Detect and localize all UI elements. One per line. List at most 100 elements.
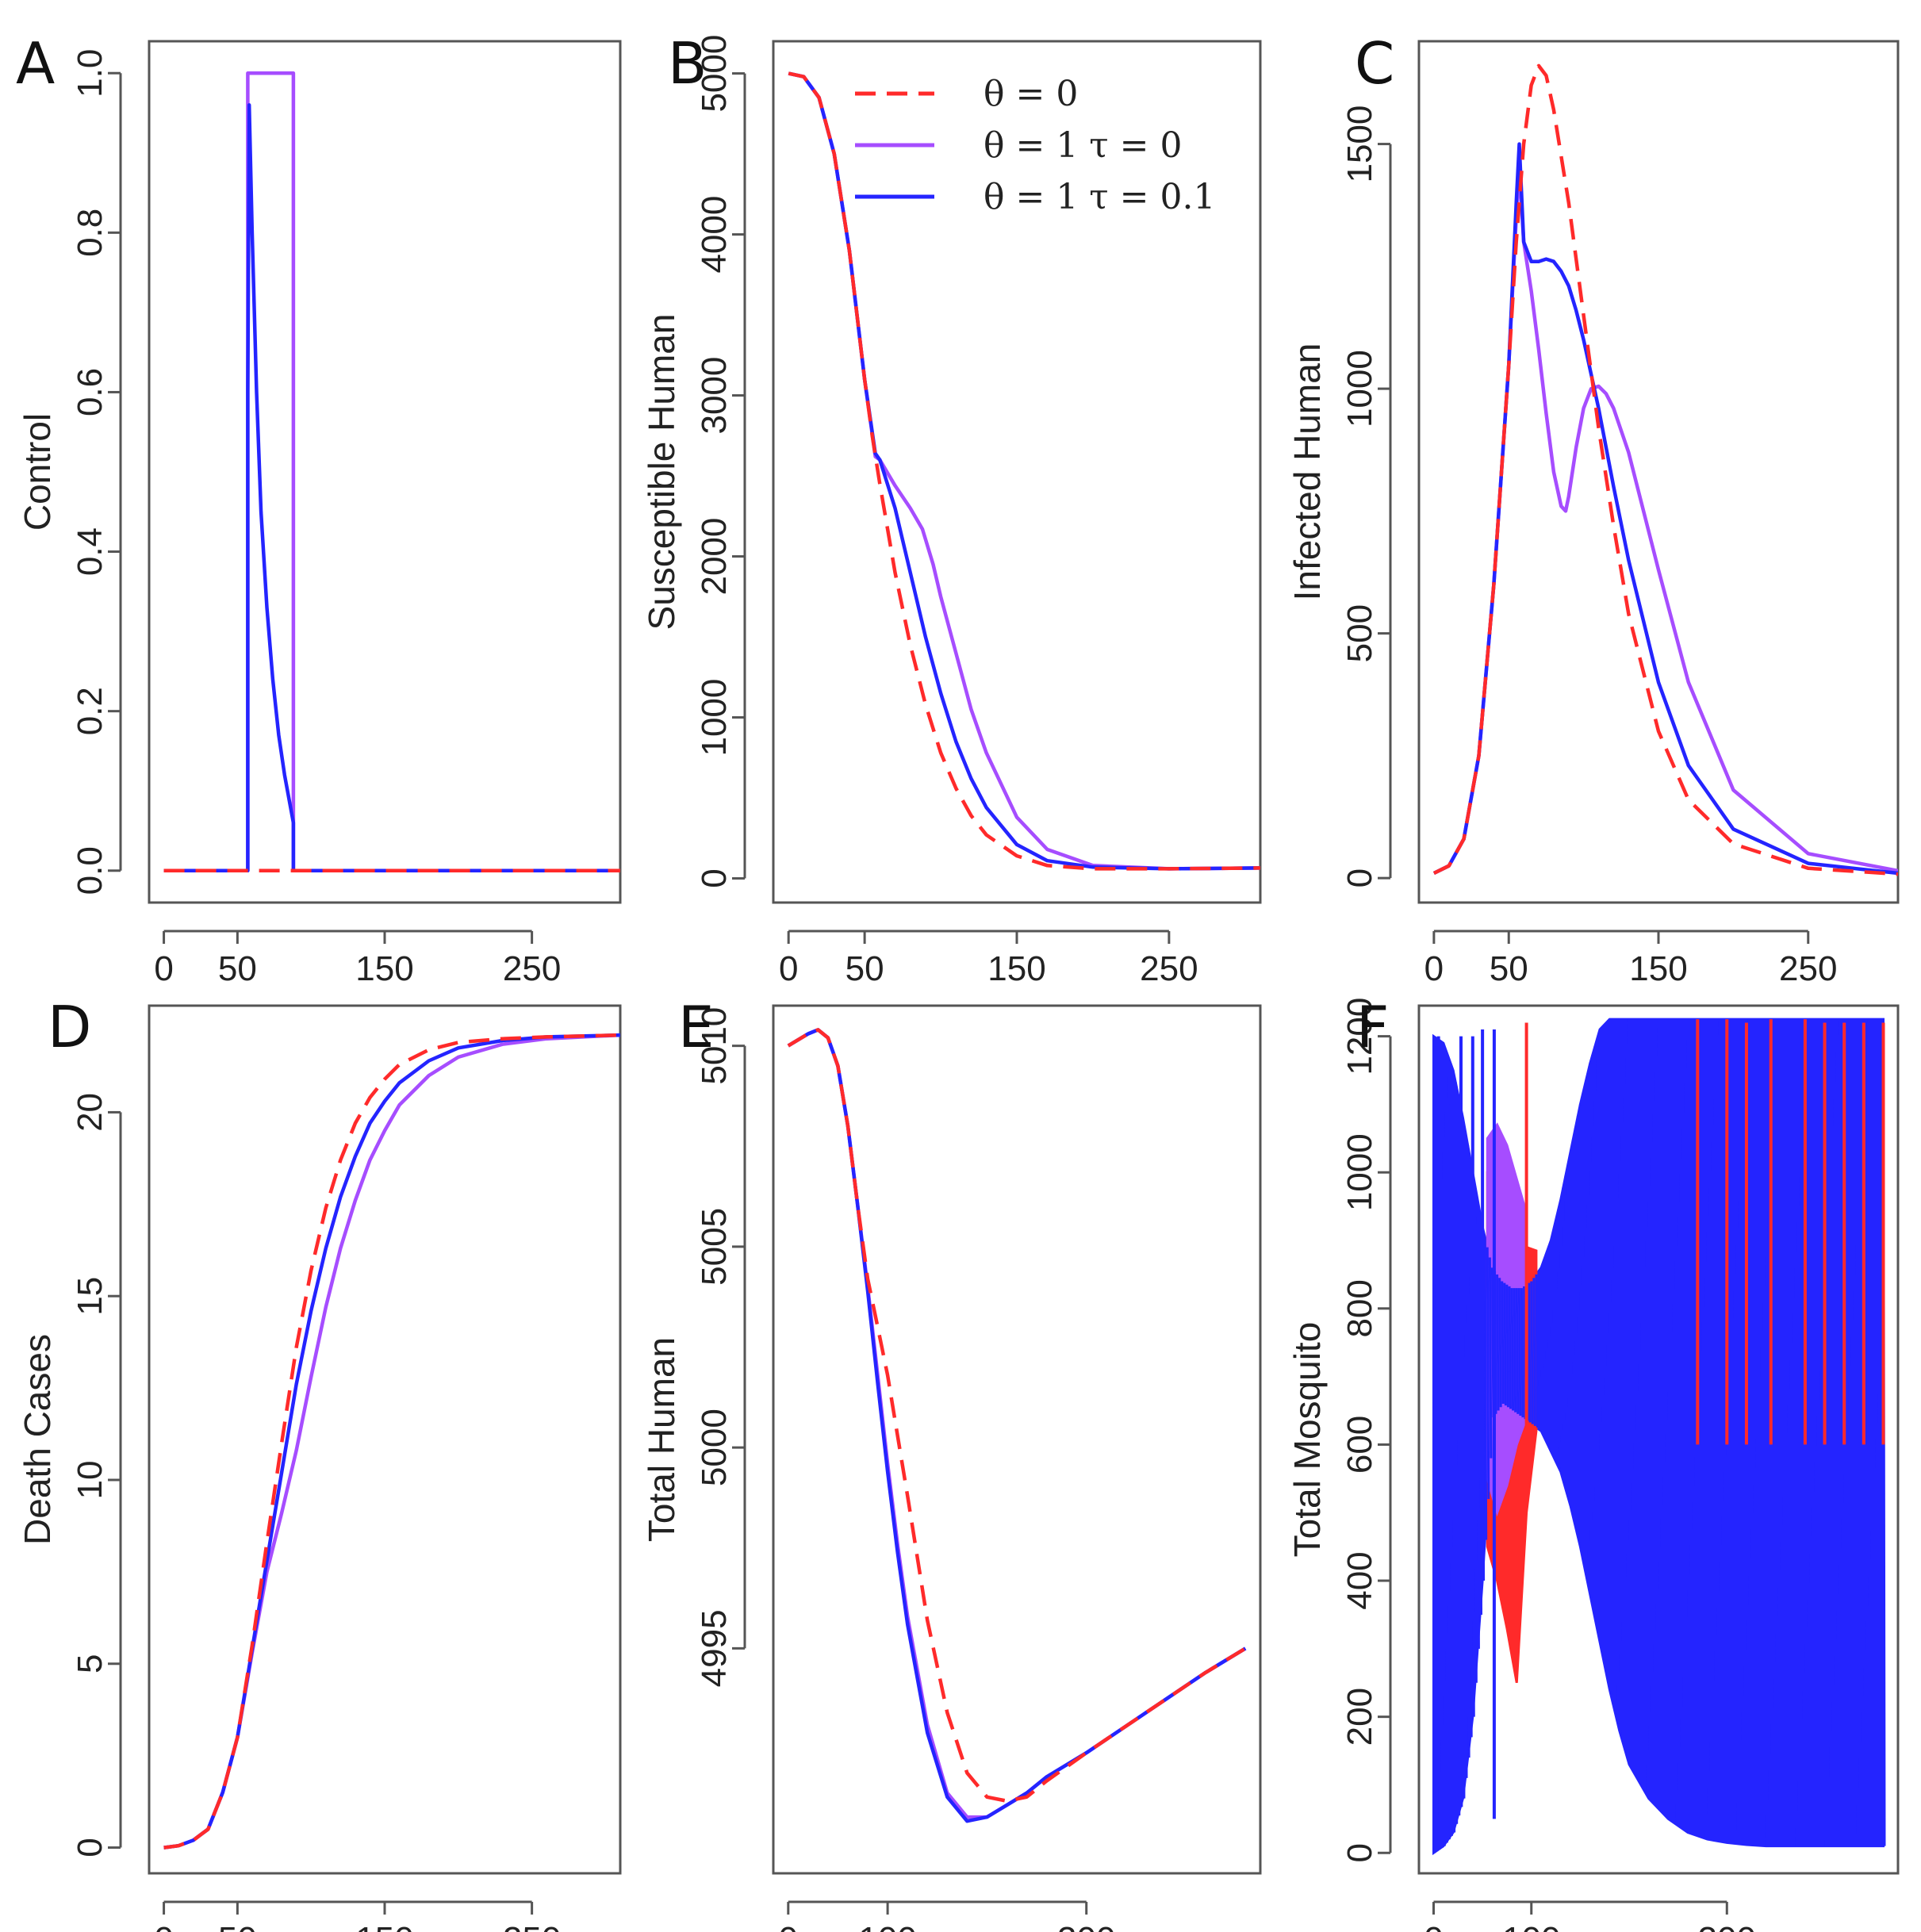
plot-area xyxy=(788,71,1260,871)
panel-c: 0 50 150 250 0 500 1000 1500 Infected Human C xyxy=(1286,30,1900,988)
legend-label: θ = 1 τ = 0 xyxy=(984,125,1183,166)
y-tick-label: 1000 xyxy=(1340,350,1379,427)
x-tick-label: 250 xyxy=(1140,949,1198,988)
x-tick-label: 250 xyxy=(1779,949,1837,988)
x-tick-label: 250 xyxy=(503,949,561,988)
y-tick-label: 10 xyxy=(71,1461,109,1500)
y-tick-label: 0.4 xyxy=(71,527,109,576)
y-tick-label: 5 xyxy=(71,1654,109,1673)
y-axis-label: Death Cases xyxy=(17,1334,58,1545)
x-tick-label: 0 xyxy=(154,949,173,988)
y-axis-label: Control xyxy=(17,413,58,531)
y-tick-label: 1000 xyxy=(1340,1133,1379,1211)
purple-series-line xyxy=(163,71,620,873)
x-tick-label: 300 xyxy=(1698,1920,1756,1932)
x-tick-label: 150 xyxy=(987,949,1045,988)
x-tick-label: 150 xyxy=(355,949,413,988)
legend: θ = 0 θ = 1 τ = 0 θ = 1 τ = 0.1 xyxy=(855,74,1215,217)
plot-frame xyxy=(148,40,622,904)
y-tick-label: 5010 xyxy=(695,1007,734,1085)
x-tick-label: 50 xyxy=(218,1920,257,1932)
panel-a: 0 50 150 250 0.0 0.2 0.4 0.6 0.8 1.0 Control A xyxy=(16,30,622,988)
y-tick-label: 0 xyxy=(695,868,734,887)
blue-series-line xyxy=(163,103,620,873)
y-tick-label: 0.2 xyxy=(71,687,109,735)
x-tick-label: 0 xyxy=(1424,1920,1443,1932)
y-tick-label: 5000 xyxy=(695,35,734,113)
x-tick-label: 150 xyxy=(355,1920,413,1932)
x-tick-label: 50 xyxy=(218,949,257,988)
blue-series-line xyxy=(787,1028,1247,1823)
panel-f: 0 100 300 0 200 400 600 800 1000 1200 Total Mosqui… xyxy=(1286,994,1900,1932)
panel-label: C xyxy=(1355,30,1394,97)
plot-area xyxy=(163,1033,620,1850)
y-tick-label: 0 xyxy=(1340,868,1379,887)
panel-label: A xyxy=(16,30,55,97)
y-tick-label: 1200 xyxy=(1340,998,1379,1075)
x-tick-label: 0 xyxy=(779,1920,798,1932)
red-series-line xyxy=(163,1033,620,1850)
plot-area xyxy=(787,1028,1247,1823)
x-tick-label: 250 xyxy=(503,1920,561,1932)
y-tick-label: 0.8 xyxy=(71,209,109,257)
y-tick-label: 600 xyxy=(1340,1416,1379,1474)
x-tick-label: 150 xyxy=(1629,949,1687,988)
y-axis-label: Total Human xyxy=(641,1337,682,1542)
plot-frame xyxy=(772,40,1262,904)
panel-d: 0 50 150 250 0 5 10 15 20 Death Cases D xyxy=(17,994,622,1932)
panel-label: F xyxy=(1356,994,1389,1060)
y-tick-label: 1000 xyxy=(695,679,734,757)
panel-label: B xyxy=(668,30,707,97)
y-tick-label: 5000 xyxy=(695,1409,734,1486)
plot-frame xyxy=(1417,40,1900,904)
x-tick-label: 0 xyxy=(1424,949,1444,988)
x-tick-label: 100 xyxy=(858,1920,916,1932)
x-tick-label: 50 xyxy=(1490,949,1528,988)
y-tick-label: 5005 xyxy=(695,1208,734,1286)
y-axis-label: Infected Human xyxy=(1286,343,1328,601)
y-tick-label: 0 xyxy=(1340,1843,1379,1862)
plot-frame xyxy=(772,1004,1262,1875)
plot-area xyxy=(163,71,620,873)
plot-frame xyxy=(148,1004,622,1875)
panel-label: D xyxy=(48,994,91,1060)
blue-series-line xyxy=(788,71,1260,871)
y-tick-label: 200 xyxy=(1340,1688,1379,1746)
blue-series-line xyxy=(1432,142,1898,876)
y-tick-label: 1500 xyxy=(1340,105,1379,183)
panel-e: 0 100 300 4995 5000 5005 5010 Total Human E xyxy=(641,994,1262,1932)
red-series-line xyxy=(788,71,1260,871)
purple-series-line xyxy=(163,1033,620,1850)
plot-area xyxy=(1432,63,1898,876)
plot-frame xyxy=(1417,1004,1900,1875)
x-tick-label: 0 xyxy=(154,1920,173,1932)
y-tick-label: 2000 xyxy=(695,518,734,596)
purple-series-line xyxy=(1432,167,1898,876)
y-tick-label: 20 xyxy=(71,1093,109,1132)
panel-b: 0 50 150 250 0 1000 2000 3000 4000 5000 Susceptibl… xyxy=(641,30,1262,988)
x-tick-label: 100 xyxy=(1502,1920,1560,1932)
plot-area xyxy=(1432,1018,1886,1856)
y-tick-label: 15 xyxy=(71,1277,109,1316)
x-tick-label: 300 xyxy=(1057,1920,1115,1932)
y-tick-label: 1.0 xyxy=(71,49,109,98)
red-series-line xyxy=(787,1028,1247,1804)
blue-series-line xyxy=(163,1033,620,1850)
purple-series-line xyxy=(787,1028,1247,1819)
legend-label: θ = 0 xyxy=(984,74,1078,114)
x-tick-label: 0 xyxy=(779,949,798,988)
y-tick-label: 500 xyxy=(1340,604,1379,662)
y-tick-label: 3000 xyxy=(695,357,734,435)
y-tick-label: 0 xyxy=(71,1838,109,1857)
y-tick-label: 0.0 xyxy=(71,846,109,895)
legend-label: θ = 1 τ = 0.1 xyxy=(984,177,1215,217)
y-tick-label: 400 xyxy=(1340,1551,1379,1609)
y-axis-label: Total Mosquito xyxy=(1286,1322,1328,1558)
panel-label: E xyxy=(678,994,715,1060)
y-tick-label: 0.6 xyxy=(71,368,109,416)
y-tick-label: 800 xyxy=(1340,1279,1379,1337)
x-tick-label: 50 xyxy=(845,949,884,988)
y-tick-label: 4000 xyxy=(695,196,734,274)
y-tick-label: 4995 xyxy=(695,1609,734,1687)
